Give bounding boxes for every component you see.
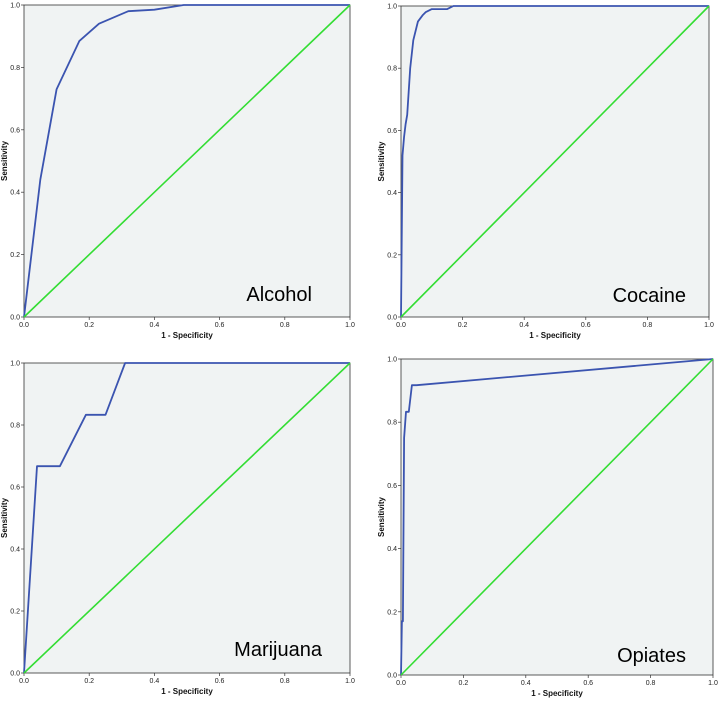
x-tick-label: 1.0	[345, 322, 355, 329]
y-tick-label: 0.8	[10, 65, 20, 72]
x-tick-label: 0.0	[19, 678, 29, 685]
x-tick-label: 0.4	[150, 322, 160, 329]
y-tick-label: 0.2	[387, 252, 397, 259]
x-tick-label: 0.0	[19, 322, 29, 329]
y-axis-label: Sensitivity	[0, 497, 9, 538]
roc-curve	[400, 358, 714, 676]
x-axis-label: 1 - Specificity	[529, 331, 581, 340]
x-tick-label: 0.8	[643, 322, 653, 329]
y-tick-label: 0.0	[10, 315, 20, 322]
y-tick-label: 0.4	[387, 546, 397, 553]
roc-curve	[23, 4, 350, 318]
y-tick-label: 0.6	[387, 128, 397, 135]
x-tick-label: 0.2	[459, 680, 469, 687]
x-tick-label: 0.0	[396, 322, 406, 329]
y-tick-label: 0.2	[10, 252, 20, 259]
x-tick-label: 1.0	[345, 678, 355, 685]
roc-panel-alcohol: 0.0 0.2 0.4 0.6 0.8 1.0 0.0 0.2 0.4 0.6 0.8 1.0 1 - …	[0, 3, 355, 341]
reference-diagonal-line	[23, 362, 351, 674]
y-tick-label: 1.0	[387, 4, 397, 11]
roc-curve	[400, 5, 709, 318]
x-tick-label: 0.4	[519, 322, 529, 329]
x-tick-label: 1.0	[708, 680, 718, 687]
panel-label: Opiates	[617, 645, 686, 667]
y-tick-label: 0.6	[10, 485, 20, 492]
x-tick-label: 0.0	[396, 680, 406, 687]
panel-label: Marijuana	[234, 639, 323, 661]
x-tick-label: 0.4	[521, 680, 531, 687]
panel-label: Cocaine	[613, 285, 686, 307]
roc-panel-marijuana: 0.0 0.2 0.4 0.6 0.8 1.0 0.0 0.2 0.4 0.6 0.8 1.0 1 - …	[0, 361, 355, 697]
y-tick-label: 0.0	[387, 315, 397, 322]
roc-panel-opiates: 0.0 0.2 0.4 0.6 0.8 1.0 0.0 0.2 0.4 0.6 0.8 1.0 1 - …	[377, 357, 718, 699]
y-tick-label: 1.0	[387, 357, 397, 364]
y-tick-label: 0.4	[10, 190, 20, 197]
x-tick-label: 0.2	[84, 678, 94, 685]
x-tick-label: 0.8	[280, 678, 290, 685]
y-tick-label: 0.2	[387, 609, 397, 616]
y-tick-label: 0.2	[10, 609, 20, 616]
reference-diagonal-line	[23, 4, 351, 318]
x-axis-label: 1 - Specificity	[531, 689, 583, 698]
x-tick-label: 0.6	[583, 680, 593, 687]
x-tick-label: 0.6	[215, 678, 225, 685]
x-axis-label: 1 - Specificity	[161, 687, 213, 696]
y-tick-label: 1.0	[10, 3, 20, 10]
y-tick-label: 0.6	[10, 127, 20, 134]
y-tick-label: 0.8	[10, 423, 20, 430]
y-tick-label: 0.0	[10, 671, 20, 678]
y-tick-label: 1.0	[10, 361, 20, 368]
y-tick-label: 0.4	[10, 547, 20, 554]
reference-diagonal-line	[400, 5, 710, 318]
y-axis-label: Sensitivity	[377, 496, 386, 537]
x-tick-label: 0.4	[150, 678, 160, 685]
y-tick-label: 0.0	[387, 673, 397, 680]
y-tick-label: 0.8	[387, 66, 397, 73]
x-tick-label: 1.0	[704, 322, 714, 329]
x-tick-label: 0.6	[215, 322, 225, 329]
y-tick-label: 0.4	[387, 190, 397, 197]
roc-panel-cocaine: 0.0 0.2 0.4 0.6 0.8 1.0 0.0 0.2 0.4 0.6 0.8 1.0 1 - …	[377, 4, 714, 341]
x-tick-label: 0.8	[646, 680, 656, 687]
y-tick-label: 0.6	[387, 483, 397, 490]
y-axis-label: Sensitivity	[0, 140, 9, 181]
roc-curve	[23, 362, 350, 674]
x-tick-label: 0.8	[280, 322, 290, 329]
reference-diagonal-line	[400, 358, 714, 676]
x-axis-label: 1 - Specificity	[161, 331, 213, 340]
panel-label: Alcohol	[246, 284, 312, 306]
x-tick-label: 0.6	[581, 322, 591, 329]
x-tick-label: 0.2	[458, 322, 468, 329]
y-axis-label: Sensitivity	[377, 141, 386, 182]
x-tick-label: 0.2	[84, 322, 94, 329]
y-tick-label: 0.8	[387, 420, 397, 427]
